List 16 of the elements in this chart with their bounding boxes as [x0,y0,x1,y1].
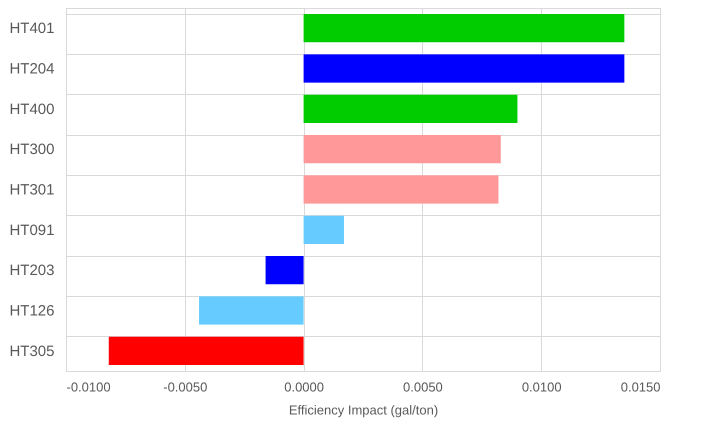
x-tick-label: -0.0100 [66,380,111,394]
y-tick-label: HT301 [9,182,54,198]
x-tick-label: -0.0050 [163,380,208,394]
x-tick-label: 0.0000 [284,380,324,394]
x-axis-title: Efficiency Impact (gal/ton) [288,402,438,418]
y-tick-label: HT126 [9,302,54,320]
y-tick-label: HT401 [9,20,54,38]
x-tick-label: 0.0150 [620,380,660,394]
x-tick-label: 0.0050 [403,380,443,394]
y-tick-label: HT204 [9,60,54,78]
y-tick-label: HT203 [9,262,54,280]
y-tick-label: HT300 [9,141,54,158]
y-tick-label: HT091 [9,222,54,239]
y-tick-label: HT305 [9,342,54,360]
x-tick-label: 0.0100 [522,380,562,394]
y-tick-label: HT400 [9,100,54,118]
